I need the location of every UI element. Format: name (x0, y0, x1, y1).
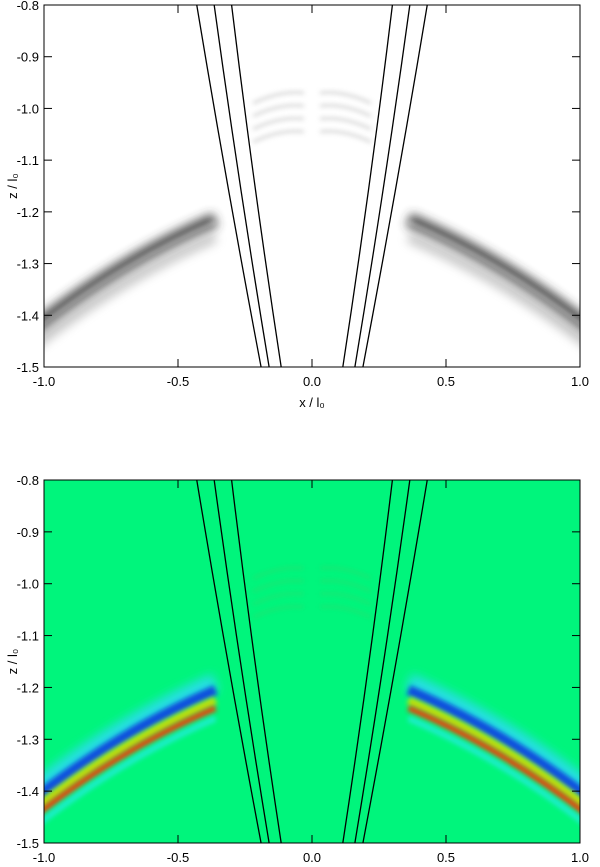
wave-band (44, 696, 218, 807)
y-tick-label: -1.3 (17, 732, 39, 747)
y-tick-label: -1.3 (17, 257, 39, 272)
faint-arc (252, 592, 305, 606)
contour-line (196, 480, 262, 843)
faint-arc (319, 579, 372, 593)
y-tick-label: -1.2 (17, 205, 39, 220)
y-tick-label: -1.1 (17, 629, 39, 644)
faint-arc (252, 605, 305, 619)
faint-arc (319, 605, 372, 619)
x-tick-label: 0.5 (437, 850, 455, 865)
x-tick-label: 1.0 (571, 850, 589, 865)
wave-band (44, 705, 217, 814)
faint-arc (252, 566, 305, 580)
wave-band (408, 221, 580, 324)
x-tick-label: -1.0 (33, 850, 55, 865)
y-tick-label: -1.0 (17, 101, 39, 116)
contour-line (354, 5, 411, 367)
y-tick-label: -0.8 (17, 473, 39, 488)
faint-arc (252, 103, 305, 118)
heatmap-image (44, 5, 580, 367)
faint-arc (252, 91, 305, 105)
x-tick-label: 1.0 (571, 374, 589, 389)
x-tick-label: 0.5 (437, 374, 455, 389)
wave-band (44, 213, 219, 330)
y-tick-label: -1.5 (17, 360, 39, 375)
wave-band (406, 685, 580, 798)
x-tick-label: 0.0 (303, 374, 321, 389)
contour-line (196, 5, 262, 367)
contour-line (362, 480, 428, 843)
y-tick-label: -0.9 (17, 525, 39, 540)
faint-arc (319, 592, 372, 606)
contour-line (230, 480, 282, 843)
wave-band (407, 705, 580, 814)
faint-arc (319, 566, 372, 580)
contour-line (362, 5, 428, 367)
wave-band (44, 234, 218, 344)
y-tick-label: -1.4 (17, 784, 39, 799)
wave-band (44, 221, 216, 324)
contour-line (230, 5, 282, 367)
y-tick-label: -1.5 (17, 836, 39, 851)
contour-line (213, 480, 270, 843)
x-tick-label: -0.5 (167, 850, 189, 865)
faint-arc (252, 579, 305, 593)
y-tick-label: -0.9 (17, 50, 39, 65)
wave-band (405, 213, 580, 330)
y-axis-label: z / l₀ (5, 173, 20, 199)
y-tick-label: -1.1 (17, 153, 39, 168)
faint-arc (319, 91, 372, 105)
wave-band (404, 673, 580, 795)
y-tick-label: -1.2 (17, 680, 39, 695)
wave-band (406, 234, 580, 344)
contour-line (354, 480, 411, 843)
wave-band (44, 673, 220, 795)
heatmap-background (44, 5, 580, 367)
heatmap-background (44, 480, 580, 843)
wave-band (44, 685, 218, 798)
heatmap-image (44, 480, 580, 843)
contour-line (342, 5, 394, 367)
y-axis-label: z / l₀ (5, 649, 20, 675)
wave-band (407, 715, 580, 824)
y-tick-label: -1.0 (17, 577, 39, 592)
x-tick-label: 0.0 (303, 850, 321, 865)
contour-line (213, 5, 270, 367)
x-tick-label: -0.5 (167, 374, 189, 389)
contour-line (342, 480, 394, 843)
faint-arc (319, 116, 372, 131)
faint-arc (319, 129, 372, 144)
wave-band (406, 696, 580, 807)
faint-arc (319, 103, 372, 118)
x-tick-label: -1.0 (33, 374, 55, 389)
y-tick-label: -1.4 (17, 308, 39, 323)
faint-arc (252, 129, 305, 144)
y-tick-label: -0.8 (17, 0, 39, 13)
wave-band (44, 715, 217, 824)
faint-arc (252, 116, 305, 131)
x-axis-label: x / l₀ (299, 395, 325, 410)
